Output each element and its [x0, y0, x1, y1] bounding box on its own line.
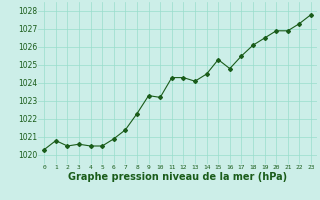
- X-axis label: Graphe pression niveau de la mer (hPa): Graphe pression niveau de la mer (hPa): [68, 172, 287, 182]
